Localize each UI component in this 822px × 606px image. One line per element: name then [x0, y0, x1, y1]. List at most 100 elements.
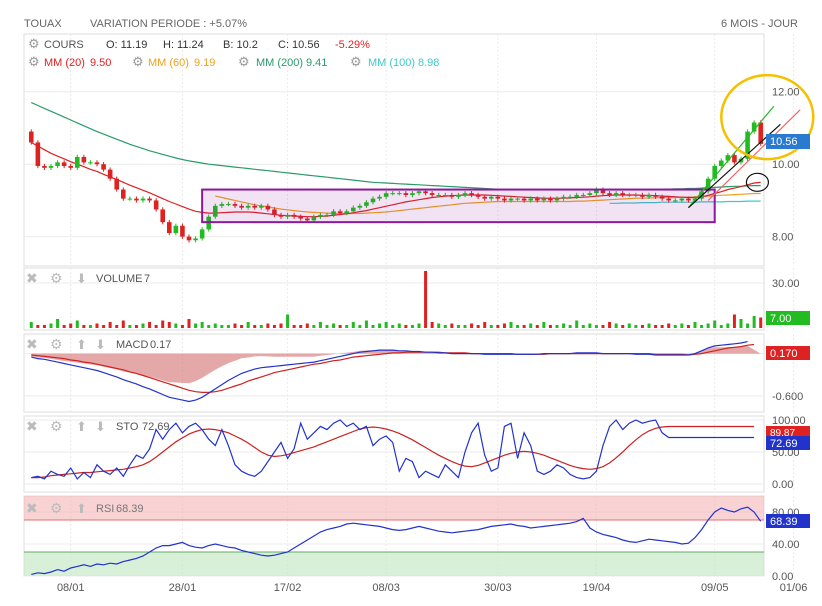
candle-body — [640, 194, 645, 197]
candle-body — [548, 198, 553, 201]
volume-tag: 7.00 — [770, 313, 791, 325]
close-icon[interactable]: ✖ — [26, 418, 38, 434]
candle-body — [232, 204, 238, 206]
volume-label: VOLUME — [96, 273, 142, 285]
volume-bar — [686, 325, 690, 328]
volume-bar — [594, 325, 598, 328]
candle-body — [758, 122, 764, 144]
panel-frame-vol — [23, 267, 765, 331]
candle-body — [423, 191, 428, 194]
candle-body — [561, 196, 566, 199]
volume-bar — [62, 325, 66, 328]
sto-label: STO — [116, 421, 139, 433]
close-icon[interactable]: ✖ — [26, 270, 38, 286]
ma200-label: MM (200) — [256, 57, 303, 69]
volume-bar — [739, 319, 743, 328]
candle-body — [594, 189, 599, 194]
x-tick-label: 17/02 — [274, 582, 302, 594]
candle-body — [456, 194, 461, 197]
volume-bar — [759, 317, 763, 328]
candle-body — [324, 214, 330, 216]
candle-body — [101, 164, 106, 170]
gear-icon[interactable]: ⚙ — [50, 336, 63, 352]
candle-body — [180, 225, 185, 237]
volume-bar — [266, 323, 270, 328]
ohlc-high: H: 11.24 — [163, 39, 204, 51]
candle-body — [587, 193, 593, 195]
arrow-up-icon[interactable]: ⬆ — [76, 337, 87, 352]
volume-bar — [647, 323, 651, 328]
candle-body — [429, 193, 435, 195]
ma20-label: MM (20) — [44, 57, 85, 69]
candle-body — [120, 189, 126, 199]
volume-bar — [259, 325, 263, 328]
x-tick-label: 01/06 — [780, 582, 808, 594]
candle-body — [745, 131, 750, 159]
candle-body — [298, 216, 304, 219]
gear-icon[interactable]: ⚙ — [238, 54, 250, 69]
volume-bar — [634, 325, 638, 328]
volume-bar — [424, 271, 428, 328]
close-icon[interactable]: ✖ — [26, 336, 38, 352]
gear-icon[interactable]: ⚙ — [50, 500, 63, 516]
volume-bar — [621, 325, 625, 328]
candle-body — [574, 194, 580, 197]
volume-bar — [56, 319, 60, 328]
volume-bar — [194, 323, 198, 328]
candle-body — [528, 198, 534, 201]
sto-main-tag: 72.69 — [770, 438, 798, 450]
arrow-down-icon[interactable]: ⬇ — [76, 271, 87, 286]
volume-bar — [292, 325, 296, 328]
candle-body — [534, 198, 540, 201]
volume-bar — [627, 323, 631, 328]
volume-bar — [456, 325, 460, 328]
volume-bar — [660, 325, 664, 328]
gear-icon[interactable]: ⚙ — [132, 54, 144, 69]
volume-bar — [706, 323, 710, 328]
candle-body — [449, 194, 455, 197]
ohlc-open: O: 11.19 — [106, 39, 147, 51]
gear-icon[interactable]: ⚙ — [50, 270, 63, 286]
candle-body — [74, 156, 80, 168]
candle-body — [653, 194, 658, 197]
y-tick-label: 8.00 — [772, 232, 793, 244]
volume-value: 7 — [144, 273, 150, 285]
volume-bar — [581, 325, 585, 328]
candle-body — [403, 193, 409, 195]
volume-bar — [450, 323, 454, 328]
gear-icon[interactable]: ⚙ — [350, 54, 362, 69]
chart-marks: 08/01 28/01 17/02 08/03 30/03 19/04 09/05 01/06… — [28, 87, 808, 594]
candle-body — [304, 218, 310, 221]
volume-bar — [489, 325, 493, 328]
candle-body — [370, 198, 376, 203]
rsi-tag-bg — [766, 514, 810, 528]
close-icon[interactable]: ✖ — [26, 500, 38, 516]
candle-body — [679, 198, 685, 201]
arrow-up-icon[interactable]: ⬆ — [76, 419, 87, 434]
candle-body — [508, 198, 514, 201]
arrow-down-icon[interactable]: ⬇ — [95, 337, 106, 352]
rsi-tag: 68.39 — [770, 516, 798, 528]
ma20-line — [31, 141, 761, 218]
variation-label: VARIATION PERIODE : +5.07% — [90, 18, 248, 30]
volume-bar — [640, 325, 644, 328]
panel-frame-macd — [23, 333, 765, 413]
volume-bar — [141, 323, 145, 328]
arrow-down-icon[interactable]: ⬇ — [95, 419, 106, 434]
sto-main-tag-bg — [766, 436, 810, 450]
gear-icon[interactable]: ⚙ — [28, 36, 40, 51]
volume-bar — [575, 320, 579, 328]
candle-body — [410, 193, 415, 195]
volume-bar — [187, 319, 191, 328]
macd-legend: ✖ ⚙ ⬆ ⬇ MACD 0.17 — [26, 336, 171, 352]
arrow-up-icon[interactable]: ⬆ — [76, 501, 87, 516]
candle-body — [377, 196, 382, 199]
gear-icon[interactable]: ⚙ — [28, 54, 40, 69]
period-label[interactable]: 6 MOIS - JOUR — [720, 18, 798, 30]
candle-body — [646, 194, 652, 197]
gear-icon[interactable]: ⚙ — [50, 418, 63, 434]
candle-body — [666, 198, 672, 201]
candle-body — [390, 193, 396, 195]
sto-signal-tag-bg — [766, 426, 810, 438]
